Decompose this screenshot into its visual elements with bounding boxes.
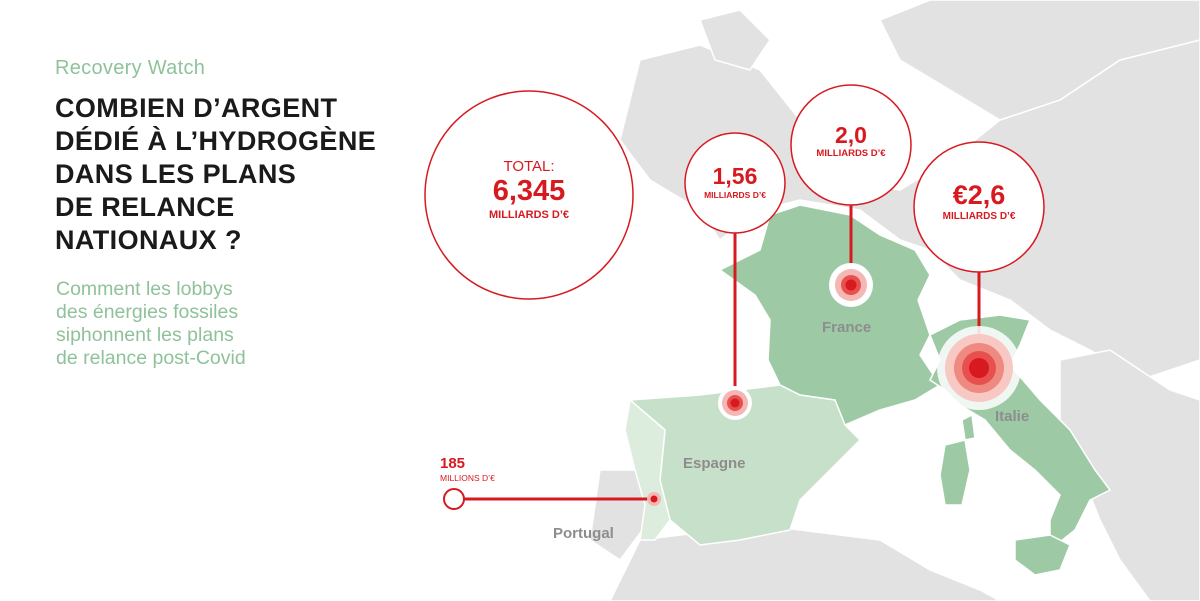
kicker-label: Recovery Watch <box>55 57 206 79</box>
spain-bubble <box>684 132 786 234</box>
total-unit: MILLIARDS D’€ <box>488 209 570 221</box>
spain-unit: MILLIARDS D’€ <box>704 190 766 200</box>
title-line: DANS LES PLANS <box>55 159 297 189</box>
portugal-bubble <box>443 488 465 510</box>
subtitle: Comment les lobbys des énergies fossiles… <box>56 278 356 370</box>
subtitle-line: siphonnent les plans <box>56 324 234 346</box>
country-label-italy: Italie <box>995 408 1030 425</box>
italy-marker <box>937 326 1021 410</box>
total-label: TOTAL: <box>503 158 555 175</box>
corsica-shape <box>961 413 976 441</box>
title-line: NATIONAUX ? <box>55 225 242 255</box>
subtitle-line: des énergies fossiles <box>56 301 239 323</box>
italy-unit: MILLIARDS D’€ <box>942 211 1016 222</box>
italy-value: €2,6 <box>952 180 1006 210</box>
portugal-marker <box>647 492 661 506</box>
country-label-spain: Espagne <box>683 455 746 472</box>
sardinia-shape <box>939 439 971 506</box>
sicily-shape <box>1014 534 1071 576</box>
france-bubble <box>790 84 912 206</box>
spain-value-text: 1,56 MILLIARDS D’€ <box>685 163 785 201</box>
italy-bubble <box>913 141 1045 273</box>
france-unit: MILLIARDS D’€ <box>816 148 886 159</box>
spain-value: 1,56 <box>712 163 758 189</box>
spain-marker <box>718 386 752 420</box>
portugal-shape <box>624 398 671 541</box>
country-label-portugal: Portugal <box>553 525 614 542</box>
country-label-france: France <box>822 319 872 336</box>
italy-value-text: €2,6 MILLIARDS D’€ <box>914 180 1044 224</box>
france-shape <box>718 204 942 426</box>
france-value: 2,0 <box>835 122 867 148</box>
portugal-unit: MILLIONS D’€ <box>440 473 495 483</box>
portugal-value-text: 185 MILLIONS D’€ <box>440 456 540 484</box>
page-title: COMBIEN D’ARGENT DÉDIÉ À L’HYDROGÈNE DAN… <box>55 92 415 257</box>
total-bubble <box>424 90 634 300</box>
france-marker <box>829 263 873 307</box>
total-value: 6,345 <box>492 175 566 207</box>
subtitle-line: Comment les lobbys <box>56 278 233 300</box>
title-line: DÉDIÉ À L’HYDROGÈNE <box>55 126 377 156</box>
title-line: DE RELANCE <box>55 192 235 222</box>
total-text: TOTAL: 6,345 MILLIARDS D’€ <box>429 158 629 223</box>
subtitle-line: de relance post-Covid <box>56 347 246 369</box>
background-land <box>589 0 1200 601</box>
title-line: COMBIEN D’ARGENT <box>55 93 338 123</box>
france-value-text: 2,0 MILLIARDS D’€ <box>791 122 911 160</box>
portugal-value: 185 <box>440 455 466 472</box>
